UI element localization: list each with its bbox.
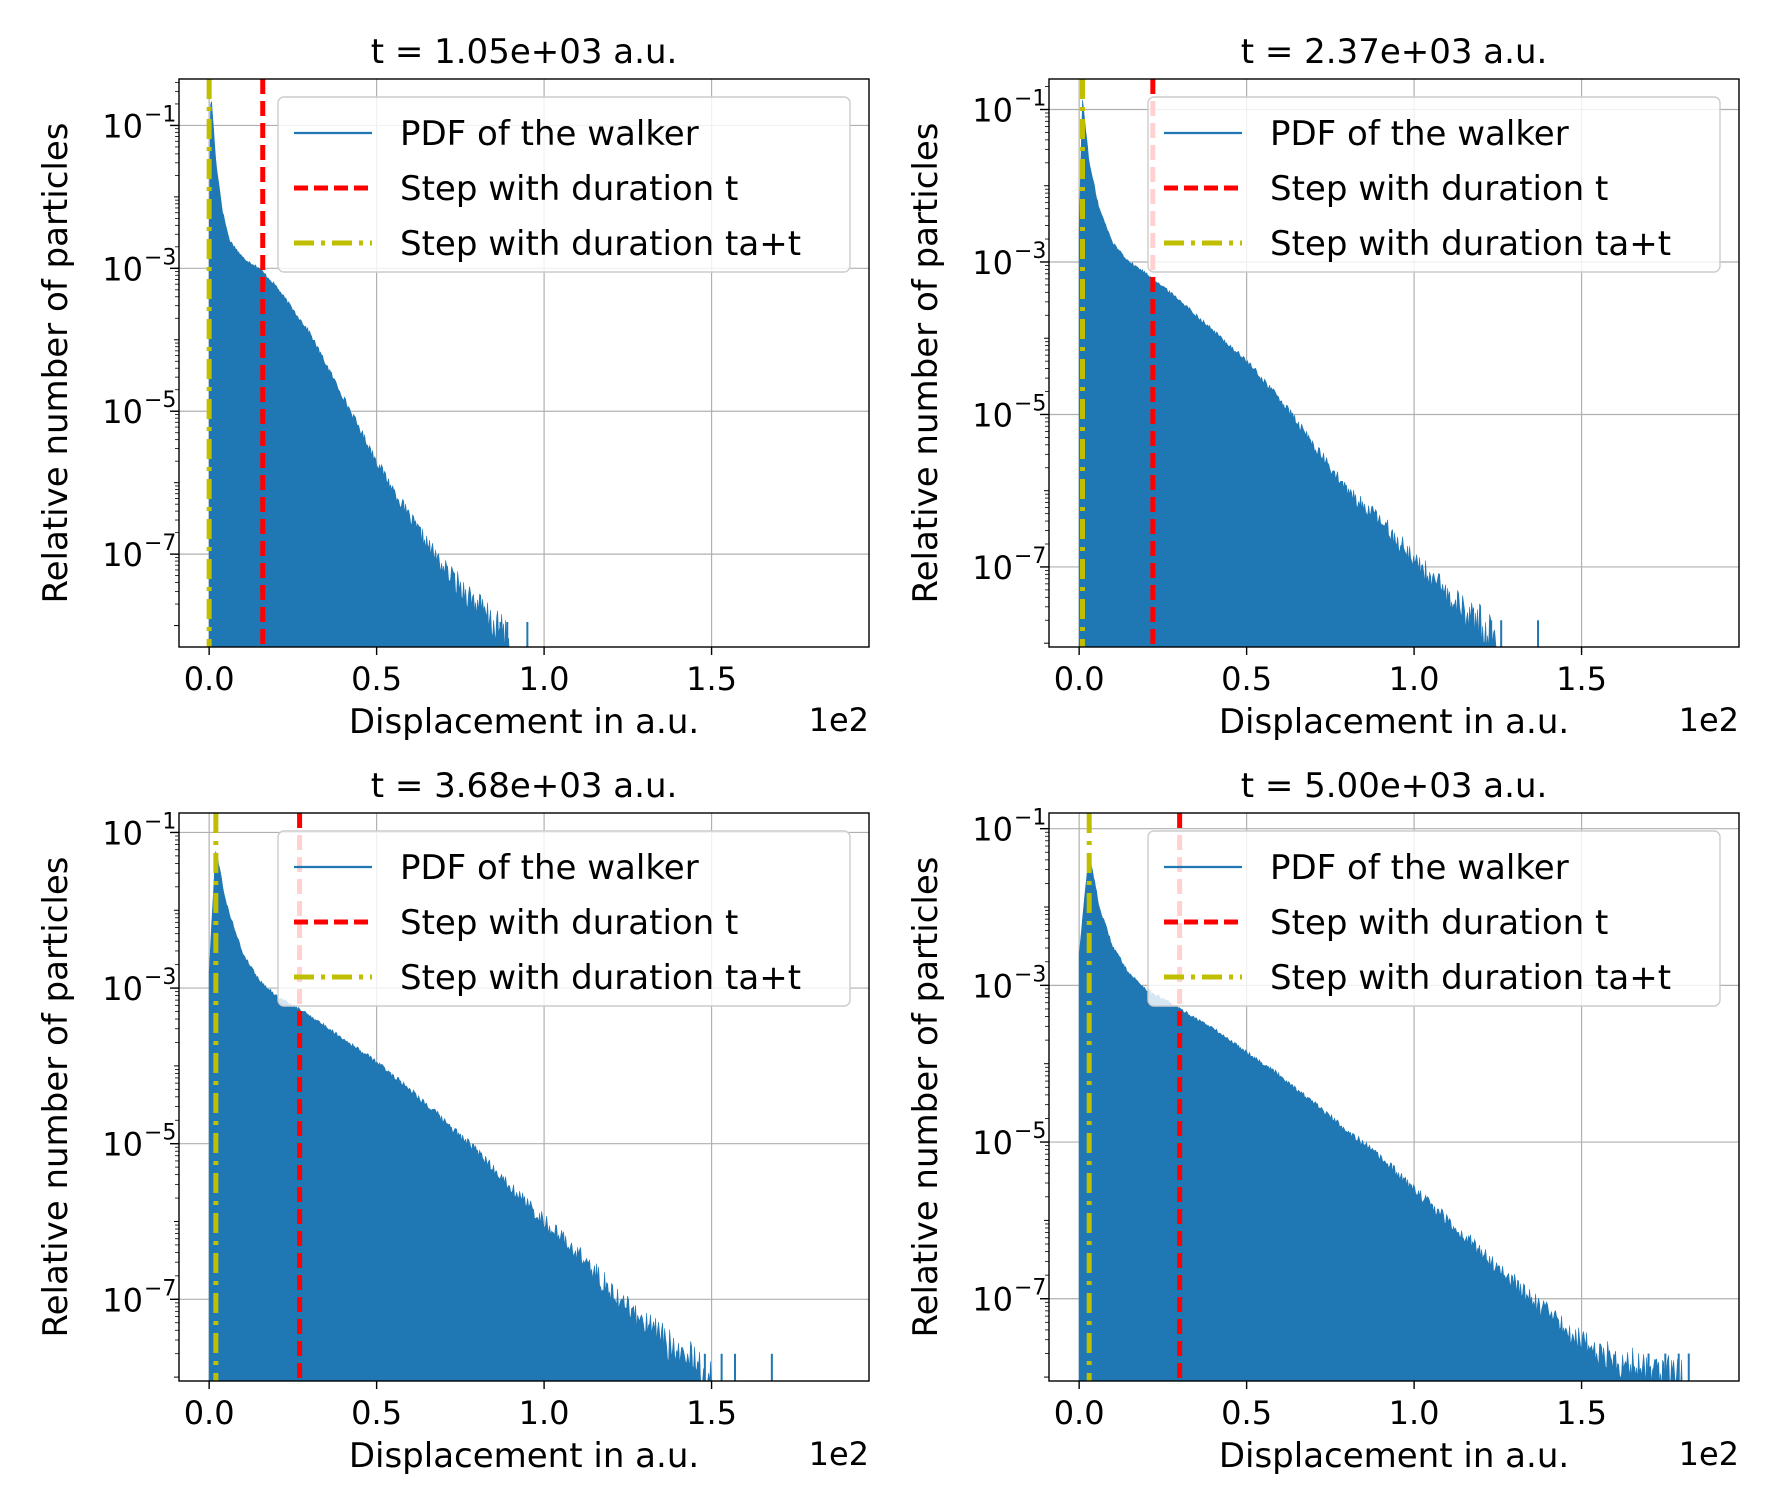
legend-box [1147, 96, 1721, 273]
subplot-title: t = 5.00e+03 a.u. [1241, 766, 1548, 806]
legend-box [1147, 830, 1721, 1007]
legend-label: Step with duration t [400, 169, 738, 209]
pdf-histogram [1078, 852, 1690, 1381]
legend-label: PDF of the walker [1270, 114, 1569, 154]
pdf-area [1078, 852, 1683, 1381]
y-tick-label: 10 [972, 549, 1013, 587]
axes-frame [1048, 78, 1740, 648]
y-tick-label: 10 [102, 970, 143, 1008]
legend-label: Step with duration t [1270, 169, 1608, 209]
x-tick-label: 0.0 [1054, 660, 1105, 698]
y-tick-exponent: −3 [144, 965, 176, 990]
legend: PDF of the walker Step with duration t Ste… [277, 830, 851, 1007]
x-tick-label: 1.5 [686, 660, 737, 698]
x-tick-label: 0.5 [1221, 660, 1272, 698]
y-tick-exponent: −1 [1014, 86, 1046, 111]
legend-label: Step with duration ta+t [1270, 958, 1671, 998]
x-tick-label: 0.0 [184, 1394, 235, 1432]
y-tick-exponent: −7 [144, 531, 176, 556]
y-tick-exponent: −1 [144, 102, 176, 127]
x-tick-label: 1.0 [519, 1394, 570, 1432]
legend-label: PDF of the walker [1270, 848, 1569, 888]
legend: PDF of the walker Step with duration t Ste… [1147, 96, 1721, 273]
y-tick-label: 10 [972, 967, 1013, 1005]
x-tick-label: 0.0 [184, 660, 235, 698]
x-tick-label: 1.0 [1389, 1394, 1440, 1432]
x-tick-label: 0.0 [1054, 1394, 1105, 1432]
axes-frame [1048, 812, 1740, 1382]
y-axis-label: Relative number of particles [906, 123, 946, 604]
x-tick-label: 1.0 [519, 660, 570, 698]
y-tick-label: 10 [972, 811, 1013, 849]
y-tick-exponent: −7 [1014, 1276, 1046, 1301]
y-tick-exponent: −1 [1014, 806, 1046, 831]
y-tick-exponent: −7 [1014, 544, 1046, 569]
y-axis-label: Relative number of particles [36, 123, 76, 604]
pdf-histogram [208, 101, 529, 647]
legend-label: PDF of the walker [400, 848, 699, 888]
legend-label: Step with duration ta+t [400, 224, 801, 264]
legend-box [277, 830, 851, 1007]
x-offset-label: 1e2 [809, 1435, 869, 1473]
pdf-histogram [1078, 99, 1540, 647]
x-axis-label: Displacement in a.u. [1219, 702, 1569, 742]
x-offset-label: 1e2 [1679, 1435, 1739, 1473]
subplot-title: t = 3.68e+03 a.u. [371, 766, 678, 806]
x-axis-label: Displacement in a.u. [349, 1436, 699, 1476]
y-tick-label: 10 [972, 396, 1013, 434]
y-tick-label: 10 [102, 1126, 143, 1164]
x-tick-label: 1.0 [1389, 660, 1440, 698]
y-tick-label: 10 [972, 1281, 1013, 1319]
legend-label: Step with duration ta+t [400, 958, 801, 998]
subplot-title: t = 2.37e+03 a.u. [1241, 32, 1548, 72]
x-offset-label: 1e2 [809, 701, 869, 739]
y-tick-label: 10 [102, 814, 143, 852]
y-tick-exponent: −1 [144, 809, 176, 834]
subplot-2: 0.0 0.5 1.0 1.510−110−310−510 −7t = 2.37e+03… [906, 32, 1740, 742]
legend: PDF of the walker Step with duration t Ste… [1147, 830, 1721, 1007]
legend-label: Step with duration t [400, 903, 738, 943]
y-tick-exponent: −3 [144, 245, 176, 270]
y-axis-label: Relative number of particles [906, 857, 946, 1338]
legend: PDF of the walker Step with duration t Ste… [277, 96, 851, 273]
x-offset-label: 1e2 [1679, 701, 1739, 739]
legend-box [277, 96, 851, 273]
y-tick-exponent: −5 [144, 388, 176, 413]
y-axis-label: Relative number of particles [36, 857, 76, 1338]
x-tick-label: 0.5 [1221, 1394, 1272, 1432]
subplot-3: 0.0 0.5 1.0 1.510−110−310−510 −7t = 3.68e+03… [36, 766, 870, 1476]
y-tick-label: 10 [972, 244, 1013, 282]
step-lines [206, 79, 266, 647]
y-tick-label: 10 [102, 393, 143, 431]
y-tick-label: 10 [102, 250, 143, 288]
x-axis-label: Displacement in a.u. [349, 702, 699, 742]
pdf-area [208, 101, 511, 647]
y-tick-label: 10 [102, 1281, 143, 1319]
x-tick-label: 1.5 [1556, 660, 1607, 698]
subplot-1: 0.0 0.5 1.0 1.510−110−310−510 −7t = 1.05e+03… [36, 32, 870, 742]
y-tick-exponent: −7 [144, 1276, 176, 1301]
x-axis-label: Displacement in a.u. [1219, 1436, 1569, 1476]
y-tick-label: 10 [972, 91, 1013, 129]
pdf-area [1078, 99, 1499, 647]
subplot-title: t = 1.05e+03 a.u. [371, 32, 678, 72]
y-tick-label: 10 [102, 536, 143, 574]
y-tick-exponent: −5 [144, 1121, 176, 1146]
x-tick-label: 1.5 [1556, 1394, 1607, 1432]
y-tick-label: 10 [972, 1124, 1013, 1162]
y-tick-label: 10 [102, 107, 143, 145]
subplot-4: 0.0 0.5 1.0 1.510−110−310−510 −7t = 5.00e+03… [906, 766, 1740, 1476]
y-tick-exponent: −3 [1014, 239, 1046, 264]
legend-label: Step with duration ta+t [1270, 224, 1671, 264]
axes-frame [178, 78, 870, 648]
y-tick-exponent: −3 [1014, 962, 1046, 987]
x-tick-label: 1.5 [686, 1394, 737, 1432]
legend-label: Step with duration t [1270, 903, 1608, 943]
y-tick-exponent: −5 [1014, 1119, 1046, 1144]
legend-label: PDF of the walker [400, 114, 699, 154]
x-tick-label: 0.5 [351, 660, 402, 698]
y-tick-exponent: −5 [1014, 391, 1046, 416]
x-tick-label: 0.5 [351, 1394, 402, 1432]
